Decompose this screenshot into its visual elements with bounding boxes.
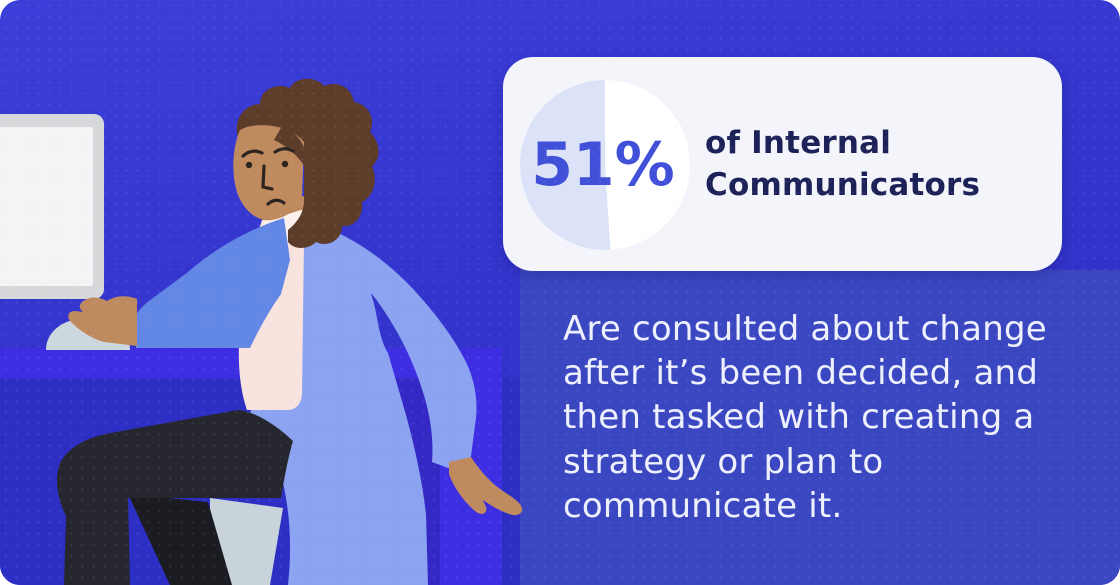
desk xyxy=(0,348,520,585)
computer-mouse-icon xyxy=(46,318,130,350)
coat-body xyxy=(250,214,428,585)
eyebrow-right xyxy=(273,147,295,154)
coat-sleeve-right xyxy=(336,232,477,470)
content-panel xyxy=(520,270,1120,585)
hair xyxy=(236,78,379,248)
person xyxy=(46,78,523,585)
neck xyxy=(268,196,306,246)
body-text: Are consulted about change after it’s be… xyxy=(563,309,1047,526)
stat-audience-label: of Internal Communicators xyxy=(705,124,981,203)
eye-right xyxy=(281,160,289,168)
nose xyxy=(261,164,274,191)
hand-on-mouse xyxy=(68,296,137,346)
stat-card: 51% of Internal Communicators xyxy=(503,57,1062,271)
front-leg xyxy=(56,410,294,585)
stat-percentage: 51% xyxy=(531,130,675,200)
mouth-frown xyxy=(266,198,286,206)
eye-left xyxy=(245,161,253,169)
stat-pie: 51% xyxy=(520,80,690,250)
face xyxy=(233,125,304,221)
hand-hanging xyxy=(449,457,523,516)
face-features xyxy=(241,147,295,206)
coat-sleeve-left xyxy=(136,218,290,348)
shirt xyxy=(238,217,304,410)
eyebrow-left xyxy=(241,149,264,158)
chair xyxy=(210,498,283,585)
collar xyxy=(263,210,310,247)
computer-monitor-icon xyxy=(0,114,104,299)
far-leg xyxy=(128,494,232,585)
hair-front-strand xyxy=(274,126,306,168)
